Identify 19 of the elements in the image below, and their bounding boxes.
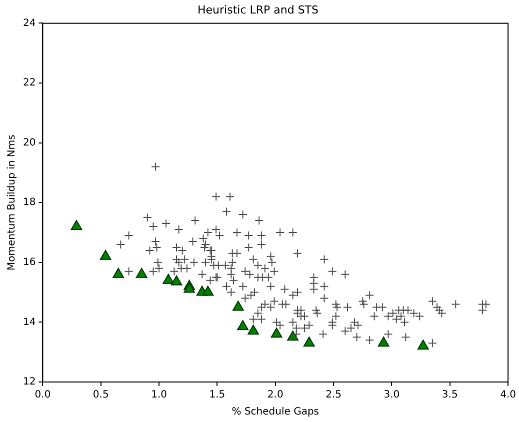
chart-title: Heuristic LRP and STS	[197, 3, 319, 16]
y-tick-label: 22	[22, 78, 36, 89]
x-axis-title: % Schedule Gaps	[232, 406, 320, 418]
y-tick-label: 14	[22, 316, 36, 328]
x-tick-label: 0.5	[92, 390, 109, 401]
x-tick-label: 3.5	[442, 390, 458, 401]
y-axis-title: Momentum Buildup in Nms	[6, 134, 18, 271]
x-tick-label: 0.0	[34, 390, 51, 401]
x-tick-label: 1.0	[151, 390, 168, 401]
y-tick-label: 12	[22, 376, 36, 388]
x-tick-label: 4.0	[500, 390, 516, 401]
x-tick-label: 2.5	[326, 390, 342, 401]
y-tick-label: 18	[22, 197, 36, 208]
x-tick-label: 2.0	[267, 390, 284, 401]
x-tick-label: 3.0	[384, 390, 400, 401]
y-tick-label: 24	[22, 18, 36, 29]
x-tick-label: 1.5	[209, 390, 226, 401]
y-tick-label: 20	[22, 137, 36, 148]
y-tick-label: 16	[22, 256, 36, 268]
